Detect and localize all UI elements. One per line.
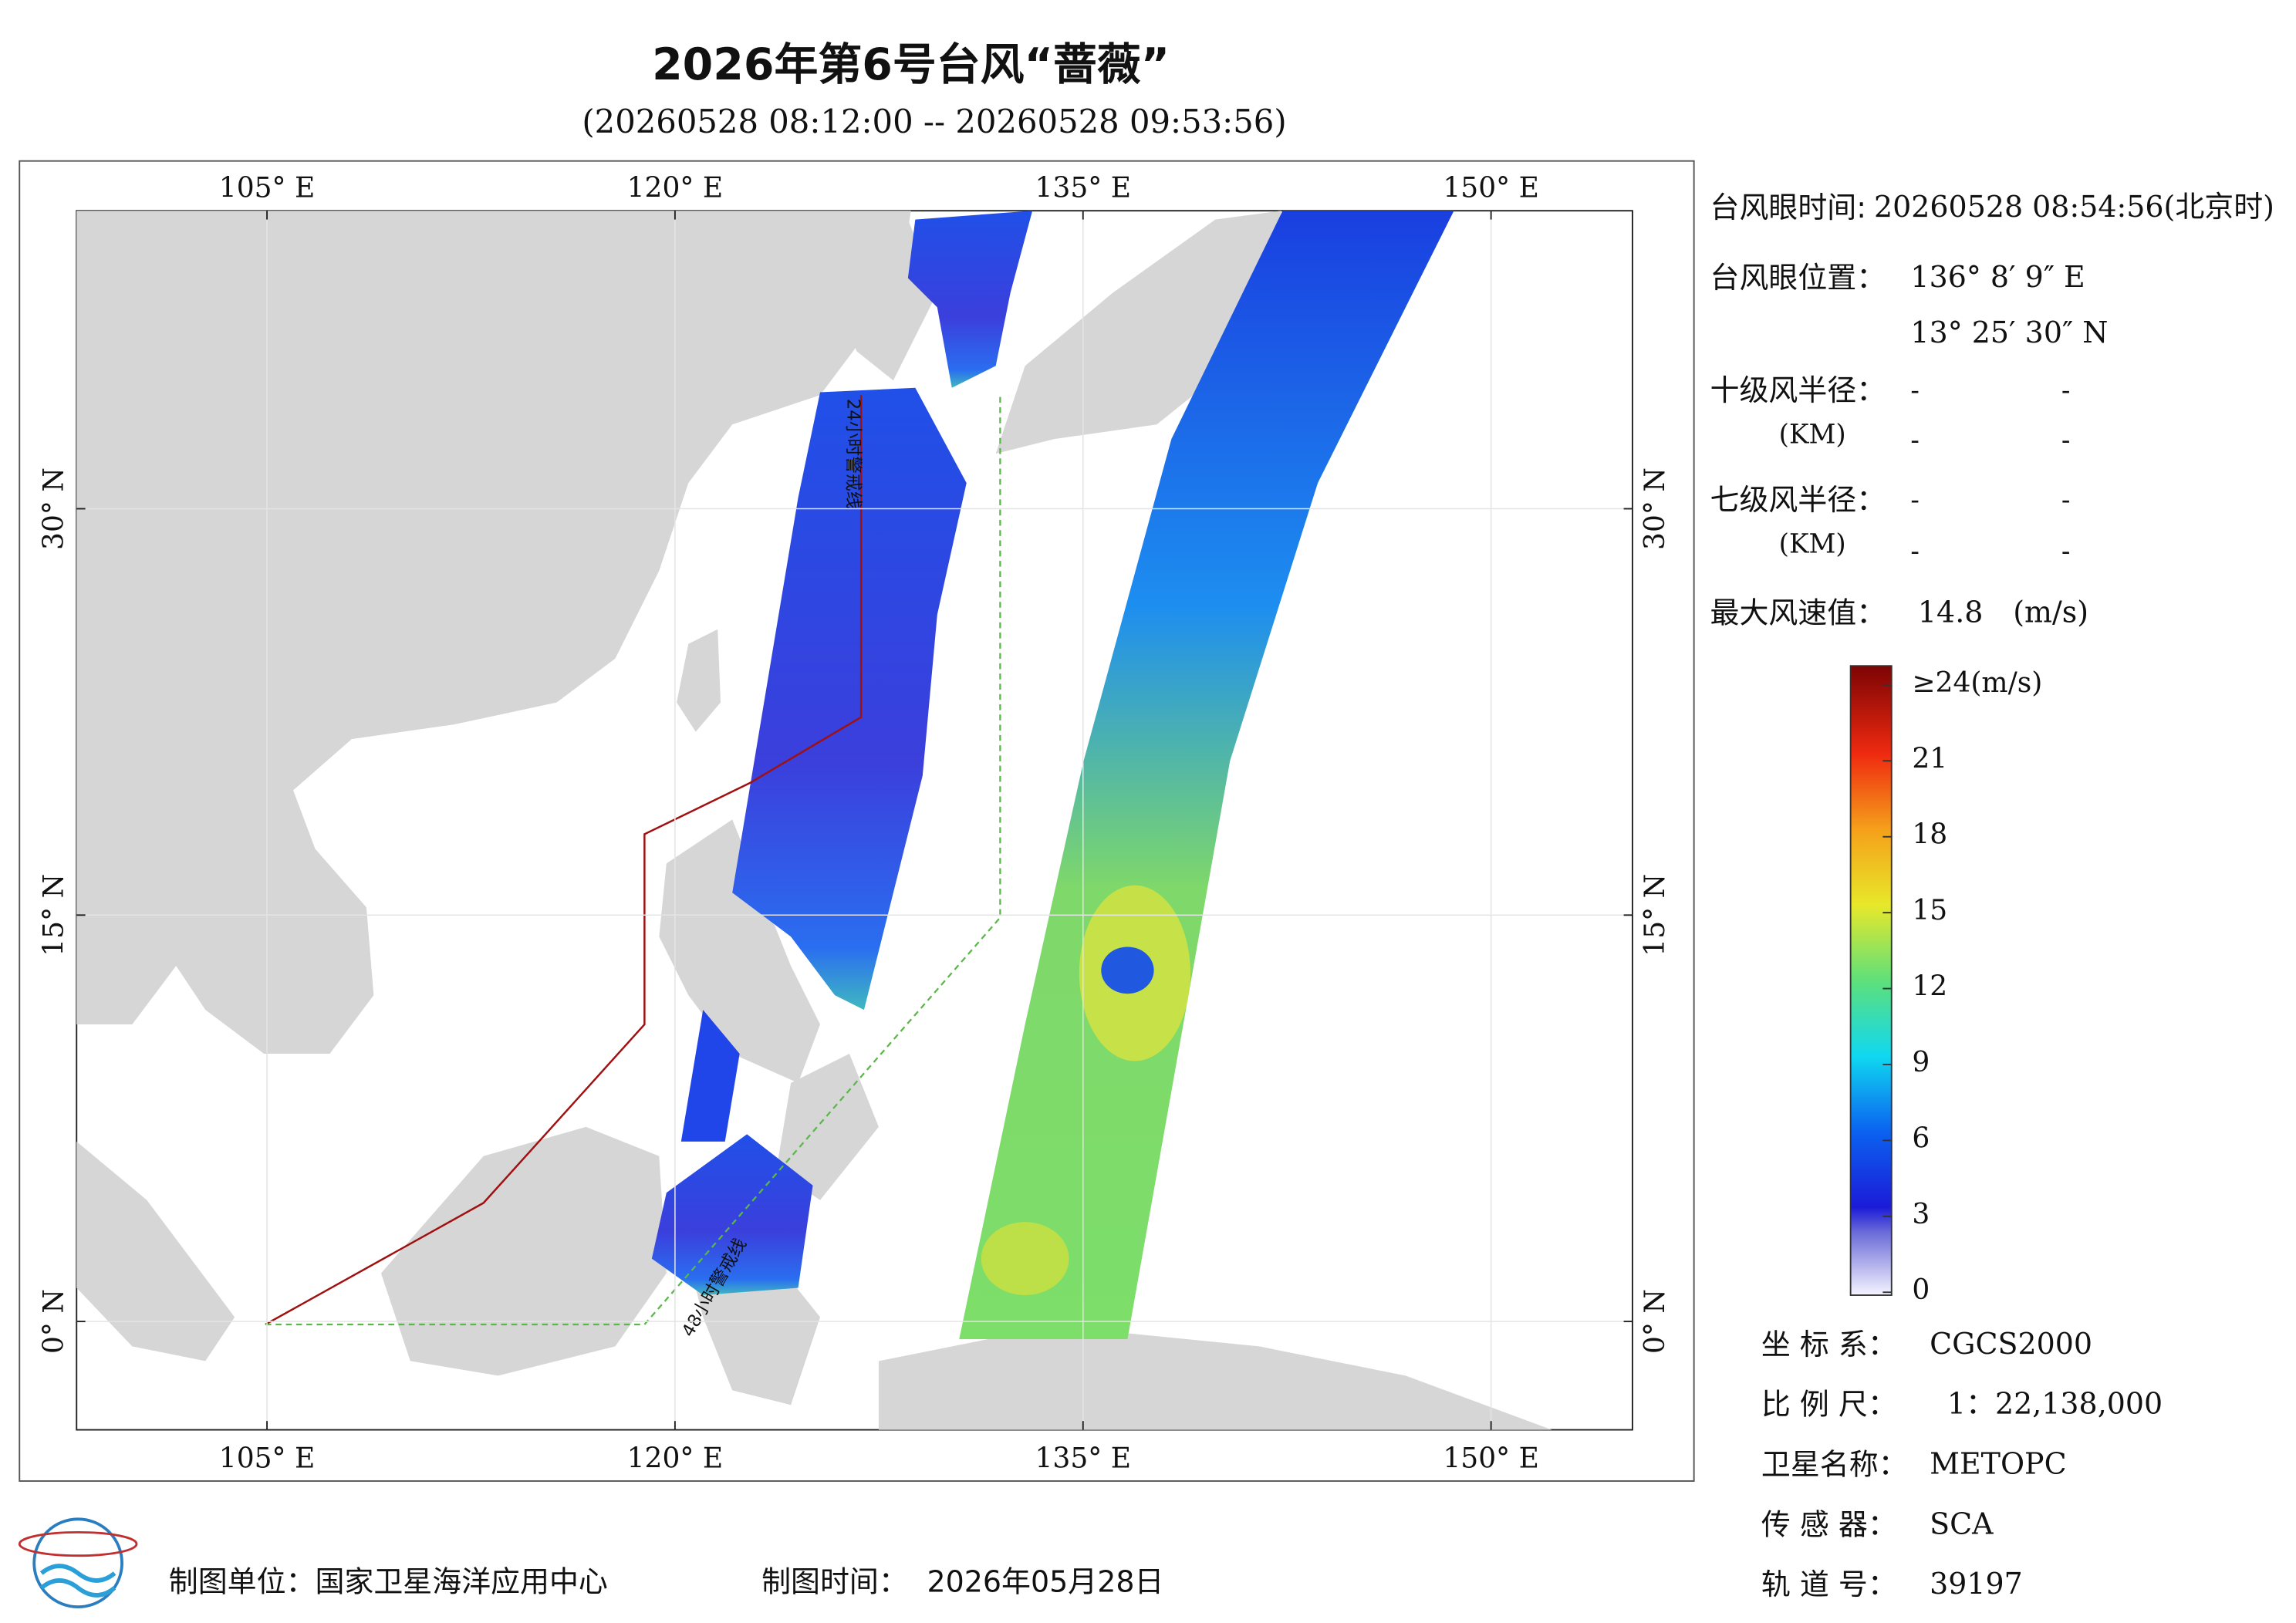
annotation: 24小时警戒线 [842,399,863,509]
swath [680,1010,740,1142]
logo [18,1517,138,1609]
y-tick-label: 0° N [1639,1289,1671,1354]
label: 最大风速值： [1710,596,1886,629]
colorbar-label: ≥24(m/s) [1912,667,2042,699]
meta-label: 传 感 器： [1761,1507,1897,1541]
land [76,211,1552,1430]
meta-value: 1：22,138,000 [1947,1387,2163,1421]
x-tick-label: 120° E [627,173,724,204]
y-tick-label: 15° N [39,874,70,957]
unit: (m/s) [2013,595,2088,629]
value: 14.8 [1918,595,1983,629]
value: 13° 25′ 30″ N [1910,315,2108,349]
colorbar-label: 18 [1912,819,1947,851]
value: - [1910,375,1920,406]
x-tick-label: 105° E [219,173,316,204]
meta-value: 39197 [1930,1567,2023,1601]
colorbar-label: 0 [1912,1274,1930,1306]
typhoon-eye [1101,946,1154,994]
meta-label: 卫星名称： [1761,1447,1908,1481]
label: 十级风半径： [1710,373,1886,407]
label: 台风眼时间: [1710,191,1866,224]
x-tick-label: 120° E [627,1442,724,1474]
swath [907,211,1033,388]
y-tick-label: 30° N [39,467,70,550]
footer-unit: 制图单位：国家卫星海洋应用中心 [169,1564,608,1598]
value: - [1910,425,1920,456]
swath [732,387,967,1011]
subtitle: (20260528 08:12:00 -- 20260528 09:53:56) [582,103,1286,140]
meta-label: 轨 道 号： [1761,1567,1897,1601]
colorbar-label: 9 [1912,1047,1930,1078]
x-tick-label: 135° E [1035,1442,1132,1474]
footer-time-label: 制图时间： [761,1564,908,1598]
high-wind-zone [981,1222,1069,1296]
meta-value: SCA [1930,1507,1994,1540]
y-tick-label: 0° N [39,1289,70,1354]
info-panel: 台风眼时间: 20260528 08:54:56(北京时) 台风眼位置： 136… [1710,190,2274,1296]
value: - [2061,485,2071,516]
label: 七级风半径： [1710,483,1886,517]
map: 24小时警戒线 48小时警戒线 [76,210,1633,1431]
unit: (KM) [1779,419,1846,450]
x-tick-label: 135° E [1035,173,1132,204]
meta-label: 比 例 尺： [1761,1388,1897,1422]
value: - [1910,485,1920,516]
y-tick-label: 15° N [1639,874,1671,957]
x-tick-label: 150° E [1443,173,1539,204]
y-tick-label: 30° N [1639,467,1671,550]
colorbar-label: 21 [1912,743,1947,774]
value: - [2061,425,2071,456]
colorbar-label: 3 [1912,1199,1930,1230]
value: - [2061,536,2071,567]
colorbar-label: 12 [1912,971,1947,1003]
x-tick-label: 105° E [219,1442,316,1474]
meta-label: 坐 标 系： [1761,1328,1897,1361]
colorbar [1849,665,1893,1296]
colorbar-label: 15 [1912,895,1947,926]
map-frame [19,160,1695,1482]
value: - [1910,536,1920,567]
meta-value: CGCS2000 [1930,1327,2092,1361]
x-tick-label: 150° E [1443,1442,1539,1474]
swath [651,1134,813,1296]
value: 20260528 08:54:56(北京时) [1874,190,2274,224]
footer-time: 2026年05月28日 [927,1564,1164,1598]
value: - [2061,375,2071,406]
warning-line-48h [265,395,1001,1326]
title: 2026年第6号台风“蔷薇” [652,39,1170,90]
colorbar-label: 6 [1912,1122,1930,1154]
meta-value: METOPC [1930,1446,2067,1480]
unit: (KM) [1779,529,1846,560]
label: 台风眼位置： [1710,261,1886,295]
value: 136° 8′ 9″ E [1910,260,2085,294]
warning-line-24h [265,395,863,1326]
